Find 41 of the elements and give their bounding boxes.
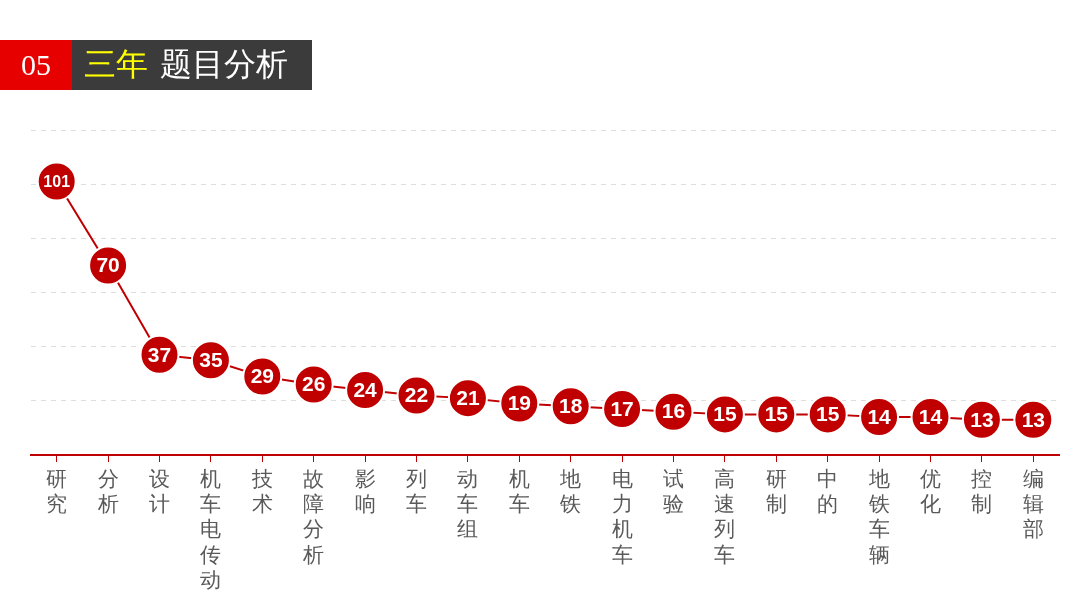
- data-label: 14: [918, 404, 943, 428]
- data-label: 22: [404, 383, 429, 407]
- x-tick-label: 研制: [765, 467, 787, 517]
- x-tick-label: 列车: [406, 467, 427, 517]
- x-tick-label: 动车组: [457, 467, 479, 542]
- data-label: 21: [456, 385, 480, 409]
- x-tick-label: 机车电传动: [200, 467, 222, 592]
- data-label: 13: [970, 407, 994, 431]
- data-label: 17: [610, 396, 634, 420]
- data-label: 19: [507, 391, 531, 415]
- data-label: 14: [867, 404, 892, 428]
- data-label: 101: [43, 172, 71, 190]
- data-label: 18: [559, 394, 583, 418]
- x-tick-label: 中的: [817, 467, 839, 517]
- x-tick-label: 地铁车辆: [867, 467, 890, 567]
- data-label: 70: [96, 253, 120, 277]
- x-tick-label: 影响: [354, 467, 376, 517]
- x-tick-label: 控制: [971, 467, 993, 517]
- chart-title: 05 三年 题目分析: [20, 44, 288, 85]
- data-label: 37: [147, 342, 172, 366]
- x-tick-label: 试验: [663, 467, 684, 517]
- x-tick-label: 技术: [250, 467, 273, 517]
- data-label: 13: [1021, 407, 1045, 431]
- x-tick-label: 设计: [149, 467, 170, 517]
- data-label: 16: [661, 399, 686, 423]
- x-tick-label: 编辑部: [1022, 467, 1044, 542]
- data-label: 24: [353, 377, 378, 401]
- x-tick-label: 机车: [508, 467, 530, 517]
- data-label: 15: [816, 402, 840, 426]
- x-tick-label: 故障分析: [302, 467, 325, 567]
- data-label: 15: [713, 402, 737, 426]
- x-tick-label: 优化: [920, 467, 941, 517]
- data-label: 35: [199, 348, 223, 372]
- data-label: 26: [302, 372, 326, 396]
- x-tick-label: 分析: [96, 467, 119, 517]
- data-label: 15: [764, 402, 789, 426]
- x-tick-label: 电力机车: [611, 467, 633, 567]
- x-tick-label: 研究: [46, 467, 68, 517]
- x-tick-label: 地铁: [559, 467, 582, 517]
- x-tick-label: 高速列车: [714, 467, 736, 567]
- data-label: 29: [250, 364, 274, 388]
